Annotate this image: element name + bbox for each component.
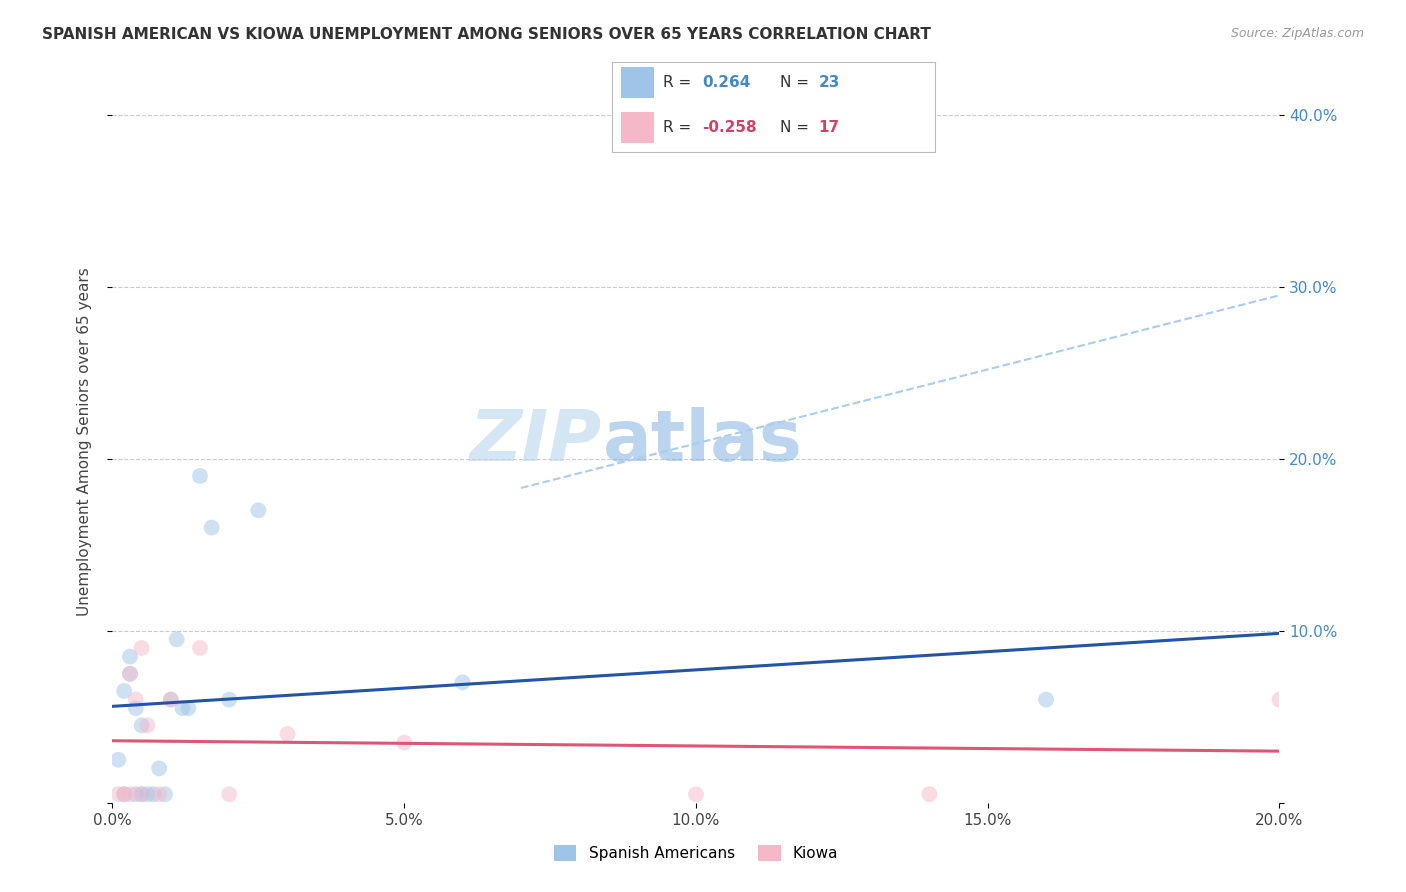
Point — [148, 787, 170, 801]
Point — [112, 684, 135, 698]
Point — [160, 692, 183, 706]
Text: 23: 23 — [818, 75, 839, 90]
Point — [451, 675, 474, 690]
Text: SPANISH AMERICAN VS KIOWA UNEMPLOYMENT AMONG SENIORS OVER 65 YEARS CORRELATION C: SPANISH AMERICAN VS KIOWA UNEMPLOYMENT A… — [42, 27, 931, 42]
Point — [131, 787, 153, 801]
Point — [166, 632, 188, 647]
Point — [172, 701, 194, 715]
Point — [1268, 692, 1291, 706]
Y-axis label: Unemployment Among Seniors over 65 years: Unemployment Among Seniors over 65 years — [77, 268, 91, 615]
Text: R =: R = — [664, 75, 696, 90]
Legend: Spanish Americans, Kiowa: Spanish Americans, Kiowa — [547, 839, 845, 867]
Text: N =: N = — [780, 120, 814, 135]
Point — [118, 787, 141, 801]
Point — [125, 787, 148, 801]
FancyBboxPatch shape — [621, 67, 654, 98]
Point — [107, 787, 129, 801]
Point — [131, 640, 153, 655]
Point — [177, 701, 200, 715]
Point — [136, 718, 159, 732]
Point — [148, 761, 170, 775]
Point — [107, 753, 129, 767]
Point — [218, 692, 240, 706]
Point — [131, 787, 153, 801]
Point — [918, 787, 941, 801]
Text: atlas: atlas — [603, 407, 803, 476]
Point — [247, 503, 270, 517]
Point — [142, 787, 165, 801]
Text: N =: N = — [780, 75, 814, 90]
Point — [188, 469, 211, 483]
Text: Source: ZipAtlas.com: Source: ZipAtlas.com — [1230, 27, 1364, 40]
Point — [136, 787, 159, 801]
Point — [112, 787, 135, 801]
Point — [118, 666, 141, 681]
Point — [218, 787, 240, 801]
Text: 0.264: 0.264 — [702, 75, 751, 90]
Text: 17: 17 — [818, 120, 839, 135]
Point — [125, 692, 148, 706]
Point — [160, 692, 183, 706]
Point — [118, 666, 141, 681]
Point — [153, 787, 176, 801]
Point — [188, 640, 211, 655]
Point — [118, 649, 141, 664]
FancyBboxPatch shape — [621, 112, 654, 143]
Point — [394, 735, 416, 749]
Point — [112, 787, 135, 801]
Text: R =: R = — [664, 120, 696, 135]
Point — [685, 787, 707, 801]
Point — [1035, 692, 1057, 706]
Point — [201, 520, 224, 534]
Point — [276, 727, 298, 741]
Text: -0.258: -0.258 — [702, 120, 756, 135]
Point — [131, 718, 153, 732]
Text: ZIP: ZIP — [471, 407, 603, 476]
Point — [125, 701, 148, 715]
